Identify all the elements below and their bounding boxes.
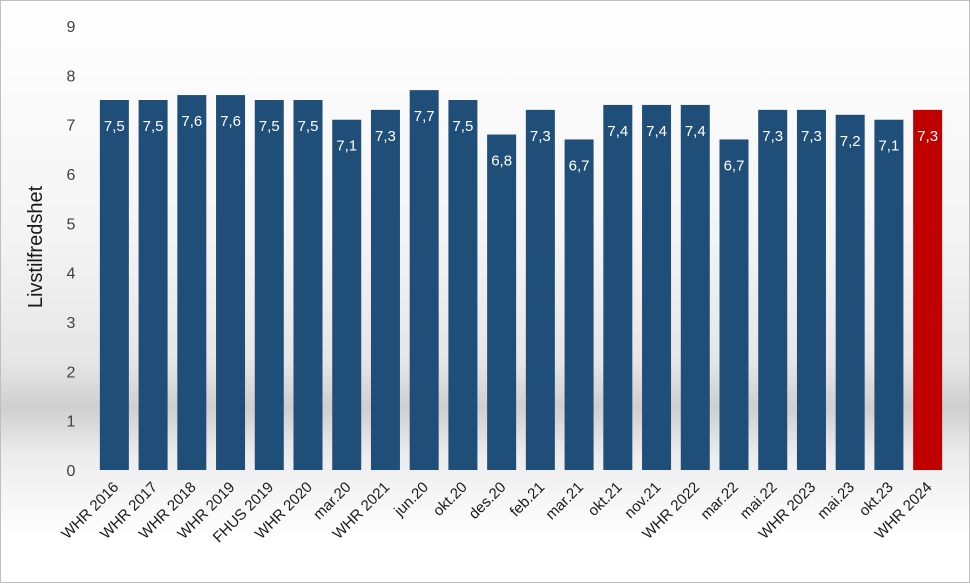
value-labels-group: 7,5 7,5 7,6 7,6 7,5 7,5 7,1 7,3 7,7 7,5 6,8 7,3 6,7 7… [104,108,938,174]
data-label: 7,5 [259,118,280,135]
bar [409,90,439,470]
x-tick-label: mar.21 [542,479,586,523]
bar [293,100,323,470]
data-label: 7,5 [143,118,164,135]
data-label: 7,5 [452,118,473,135]
y-tick-label: 5 [67,216,76,233]
x-tick-label: jun.20 [390,479,432,521]
bar [719,139,749,470]
bar [835,114,865,471]
bar [758,109,788,470]
x-tick-label: okt.20 [430,479,471,520]
bar [525,109,555,470]
bar [564,139,594,470]
bar [603,104,633,470]
bar [487,134,517,471]
x-tick-label: mai.23 [814,479,858,523]
y-tick-label: 2 [67,364,76,381]
bar [913,109,943,470]
bar [177,95,207,471]
data-label: 7,3 [801,128,822,145]
data-label: 7,4 [607,123,628,140]
data-label: 7,6 [181,113,202,130]
x-tick-label: okt.21 [585,479,626,520]
data-label: 7,1 [336,138,357,155]
data-label: 7,4 [646,123,667,140]
data-label: 7,1 [878,138,899,155]
bar [216,95,246,471]
data-label: 7,3 [530,128,551,145]
y-tick-label: 7 [67,118,76,135]
x-tick-label: des.20 [466,479,510,523]
bar [874,119,904,470]
data-label: 7,2 [840,133,861,150]
y-axis-title: Livstilfredshet [25,185,47,308]
bar [680,104,710,470]
bar [332,119,362,470]
bar [370,109,400,470]
data-label: 7,5 [298,118,319,135]
data-label: 7,6 [220,113,241,130]
bar [796,109,826,470]
y-tick-label: 0 [67,463,76,480]
data-label: 7,4 [685,123,706,140]
data-label: 6,7 [724,157,745,174]
data-label: 7,7 [414,108,435,125]
data-label: 7,3 [762,128,783,145]
bar [448,100,478,470]
data-label: 7,3 [917,128,938,145]
y-axis: 0 1 2 3 4 5 6 7 8 9 [67,19,76,480]
y-tick-label: 4 [67,266,76,283]
bar [642,104,672,470]
data-label: 6,7 [569,157,590,174]
bars-group [99,90,943,471]
y-tick-label: 3 [67,315,76,332]
data-label: 7,3 [375,128,396,145]
y-tick-label: 6 [67,167,76,184]
y-tick-label: 1 [67,414,76,431]
y-tick-label: 8 [67,68,76,85]
x-tick-label: mar.22 [697,479,741,523]
data-label: 7,5 [104,118,125,135]
bar [138,100,168,470]
y-tick-label: 9 [67,19,76,36]
data-label: 6,8 [491,153,512,170]
bar [254,100,284,470]
x-tick-label: feb.21 [507,479,549,521]
bar [99,100,129,470]
